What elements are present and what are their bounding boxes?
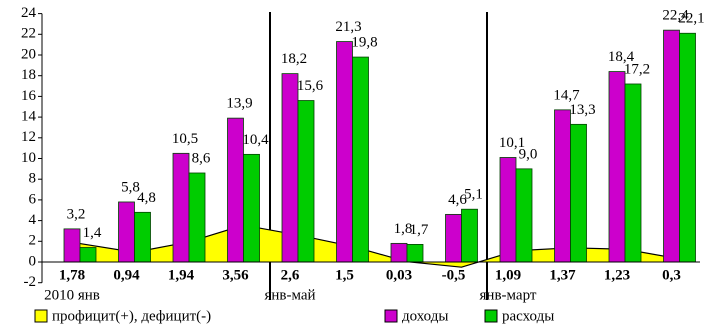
value-label: 21,3 xyxy=(335,19,361,35)
value-label: 4,6 xyxy=(448,192,467,208)
area xyxy=(80,225,680,268)
value-label: 10,4 xyxy=(242,132,269,148)
surplus-label: 1,5 xyxy=(335,267,354,283)
legend-label: профицит(+), дефицит(-) xyxy=(52,308,211,324)
bar xyxy=(608,71,626,263)
y-tick-label: 20 xyxy=(21,46,36,62)
y-tick-label: 0 xyxy=(29,253,37,269)
bar xyxy=(624,83,642,263)
value-label: 1,7 xyxy=(410,222,429,238)
value-label: 1,4 xyxy=(83,225,102,241)
y-tick-label: -2 xyxy=(24,274,37,290)
bar xyxy=(679,32,696,263)
value-label: 3,2 xyxy=(67,206,86,222)
value-label: 13,3 xyxy=(569,102,595,118)
y-tick-label: 8 xyxy=(29,171,37,187)
y-tick-label: 12 xyxy=(21,129,36,145)
legend-swatch xyxy=(384,309,398,323)
x-tick-label: янв-март xyxy=(480,287,537,303)
value-label: 19,8 xyxy=(351,35,377,51)
bar xyxy=(663,29,680,263)
value-label: 5,8 xyxy=(121,179,140,195)
bar xyxy=(554,109,571,263)
legend-swatch xyxy=(34,309,48,323)
legend-label: доходы xyxy=(402,308,448,324)
surplus-label: 3,56 xyxy=(222,267,249,283)
y-tick-label: 18 xyxy=(21,67,36,83)
legend-label: расходы xyxy=(502,308,554,324)
y-tick-label: 16 xyxy=(21,88,37,104)
value-label: 13,9 xyxy=(226,96,252,112)
value-label: 4,8 xyxy=(137,190,156,206)
surplus-label: 0,94 xyxy=(113,267,140,283)
bar xyxy=(499,157,517,263)
y-tick-label: 14 xyxy=(21,109,37,125)
value-label: 22,1 xyxy=(678,11,704,27)
y-tick-label: 24 xyxy=(21,5,37,21)
value-label: 15,6 xyxy=(297,78,324,94)
surplus-label: 1,78 xyxy=(59,267,85,283)
surplus-label: 1,37 xyxy=(549,267,576,283)
value-label: 22,4 xyxy=(662,8,689,24)
surplus-label: 1,94 xyxy=(168,267,195,283)
bar xyxy=(188,172,206,263)
bar xyxy=(570,123,587,263)
value-label: 18,4 xyxy=(608,49,635,65)
surplus-label: 2,6 xyxy=(281,267,300,283)
bar xyxy=(79,247,97,263)
bar xyxy=(336,41,353,263)
surplus-label: 1,23 xyxy=(604,267,630,283)
y-tick-label: 6 xyxy=(29,191,37,207)
bar xyxy=(297,100,315,263)
bar xyxy=(352,56,369,263)
value-label: 17,2 xyxy=(624,61,650,77)
y-tick-label: 4 xyxy=(29,212,37,228)
bar xyxy=(406,244,424,263)
value-label: 1,8 xyxy=(394,221,413,237)
value-label: 5,1 xyxy=(464,187,483,203)
bar xyxy=(227,117,244,263)
bar xyxy=(281,73,299,263)
value-label: 9,0 xyxy=(519,146,538,162)
surplus-label: -0,5 xyxy=(442,267,466,283)
value-label: 10,5 xyxy=(172,131,198,147)
x-tick-label: 2010 янв xyxy=(44,287,100,303)
surplus-label: 0,03 xyxy=(386,267,412,283)
y-tick-label: 2 xyxy=(29,233,37,249)
bar xyxy=(445,213,462,263)
bar xyxy=(172,152,190,263)
bar xyxy=(63,228,81,263)
surplus-label: 1,09 xyxy=(495,267,521,283)
bar xyxy=(134,211,151,263)
surplus-label: 0,3 xyxy=(662,267,681,283)
bar xyxy=(461,208,478,263)
bar xyxy=(118,201,135,263)
x-tick-label: янв-май xyxy=(264,287,315,303)
legend-swatch xyxy=(484,309,498,323)
bar xyxy=(515,168,533,263)
y-tick-label: 22 xyxy=(21,26,36,42)
value-label: 14,7 xyxy=(553,87,580,103)
value-label: 18,2 xyxy=(281,51,307,67)
y-tick-label: 10 xyxy=(21,150,36,166)
value-label: 10,1 xyxy=(499,135,525,151)
value-label: 8,6 xyxy=(192,150,211,166)
bar xyxy=(390,242,408,263)
bar xyxy=(243,153,260,263)
